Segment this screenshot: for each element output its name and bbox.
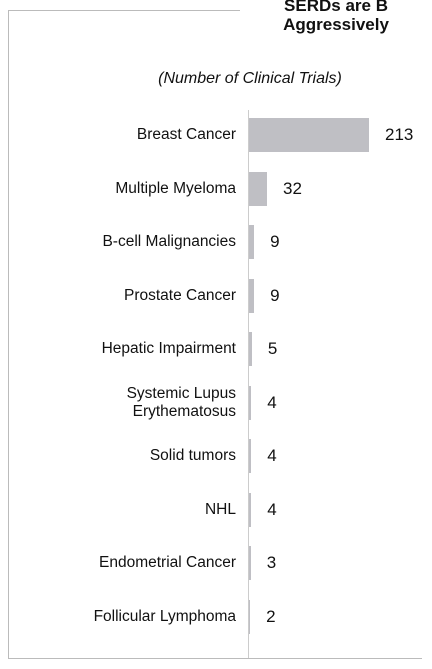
value-label: 213: [385, 125, 414, 144]
category-label: Multiple Myeloma: [115, 179, 236, 197]
value-label: 4: [267, 392, 277, 412]
value-label: 5: [267, 339, 278, 358]
title-line: SERDs are B: [284, 0, 388, 15]
value-label: 9: [270, 285, 280, 305]
bar: [249, 332, 252, 366]
value-label: 3: [266, 553, 277, 572]
bar: [249, 599, 251, 634]
bar: [249, 439, 252, 473]
bar: [249, 385, 252, 420]
category-label: NHL: [204, 500, 236, 518]
subtitle: (Number of Clinical Trials): [158, 70, 342, 87]
category-label: Follicular Lymphoma: [93, 607, 236, 625]
category-label: B-cell Malignancies: [102, 233, 236, 250]
frame: [8, 10, 240, 11]
bar: [249, 225, 255, 259]
value-label: 32: [283, 178, 302, 198]
axis-line: [248, 110, 249, 658]
category-label: Endometrial Cancer: [99, 554, 236, 571]
category-label: Solid tumors: [149, 447, 236, 464]
value-label: 2: [266, 606, 276, 626]
value-label: 4: [267, 499, 277, 519]
frame: [8, 658, 422, 659]
title-line: Aggressively: [283, 15, 389, 34]
bar: [249, 118, 369, 152]
category-label: Hepatic Impairment: [101, 340, 236, 357]
category-label: Breast Cancer: [136, 126, 236, 143]
category-label: Prostate Cancer: [124, 286, 236, 304]
bar: [249, 278, 255, 313]
frame: [8, 10, 9, 658]
category-label: Systemic Lupus Erythematosus: [126, 384, 236, 420]
chart-title: SERDs are B Aggressively: [240, 0, 432, 34]
value-label: 9: [270, 232, 280, 251]
bar: [249, 492, 252, 527]
bar: [249, 546, 251, 580]
bar: [249, 171, 268, 206]
value-label: 4: [267, 446, 277, 465]
